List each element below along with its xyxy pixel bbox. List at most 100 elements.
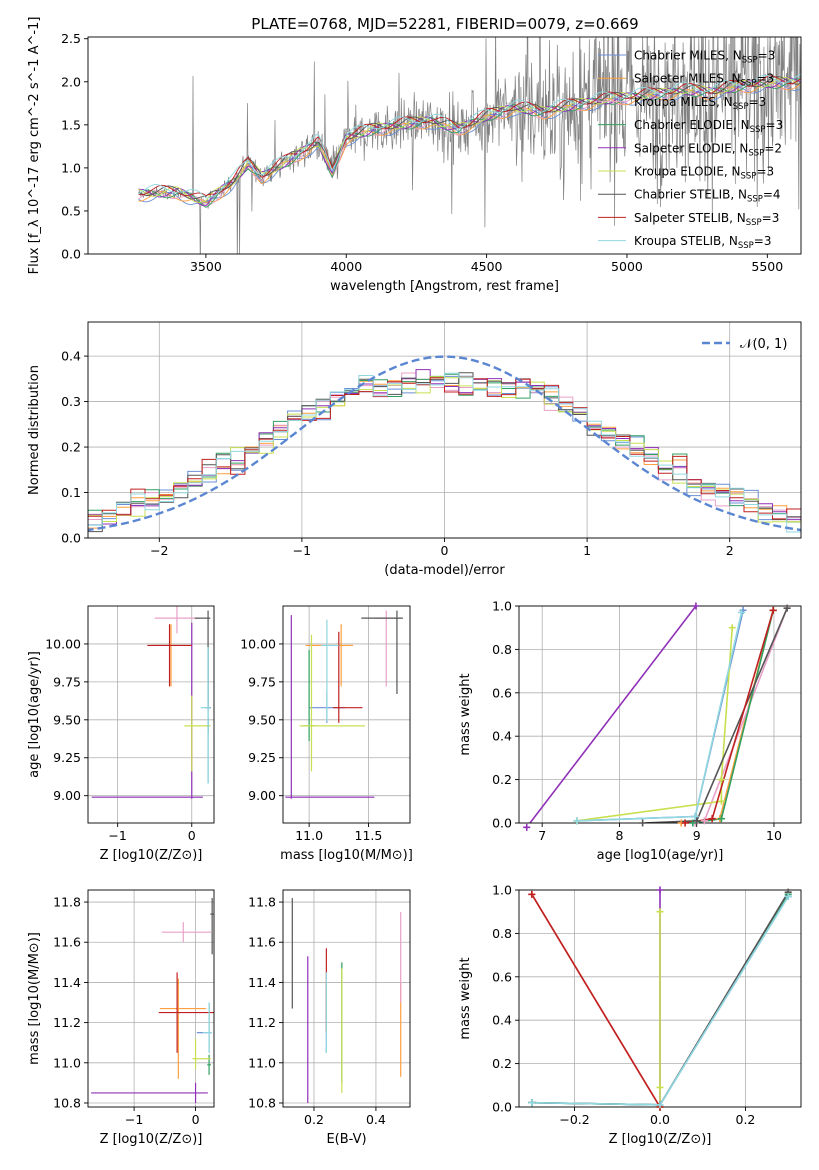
legend-count: =3 <box>754 234 772 248</box>
weight-marker <box>728 624 736 632</box>
model-spectrum-1 <box>138 81 801 203</box>
plot-area <box>91 606 212 799</box>
plot-area <box>291 898 402 1103</box>
plot-area <box>285 610 403 799</box>
plot-area <box>528 606 788 823</box>
chart-spectrum: 3500 4000 4500 5000 5500 0.0 0.5 1.0 1.5 2.0 2.5 wa… <box>27 17 802 294</box>
x-tick-label: 1 <box>583 543 591 558</box>
x-tick-label: 0 <box>192 1112 200 1127</box>
errorbar-point <box>152 624 190 687</box>
y-axis-label: Flux [f_λ 10^-17 erg cm^-2 s^-1 A^-1] <box>27 17 42 275</box>
y-tick-label: 0.4 <box>492 1013 512 1028</box>
y-tick-label: 1.0 <box>61 160 81 175</box>
y-axis-label: mass weight <box>458 673 473 755</box>
legend-entry: Chabrier ELODIE, NSSP=3 <box>634 118 783 135</box>
weight-marker <box>769 606 777 614</box>
axes-frame <box>282 605 411 824</box>
x-tick-label: 0.4 <box>366 1112 386 1127</box>
errorbar-point <box>200 646 211 784</box>
x-tick-label: −1 <box>108 828 126 843</box>
model-spectrum-7 <box>138 75 801 196</box>
y-tick-label: 0.0 <box>492 1100 512 1115</box>
weight-marker <box>783 604 791 612</box>
legend-count: =3 <box>749 95 767 109</box>
chart-mass-weight-vs-age: 7 8 9 10 0.0 0.2 0.4 0.6 0.8 1.0 age [log10(age/yr… <box>458 599 802 863</box>
legend-subscript: SSP <box>746 218 762 228</box>
legend-entry: Kroupa STELIB, NSSP=3 <box>634 234 772 251</box>
y-tick-label: 1.5 <box>61 117 81 132</box>
weight-marker <box>639 819 647 827</box>
chart-residuals: −2 −1 0 1 2 0.0 0.1 0.2 0.3 0.4 (data-model)/error… <box>27 321 802 578</box>
chart-age-vs-mass: 11.0 11.5 9.00 9.25 9.50 9.75 10.00 mass [log10… <box>240 605 413 863</box>
x-tick-label: 4500 <box>471 259 503 274</box>
errorbar-point <box>147 624 192 687</box>
x-tick-label: 7 <box>538 828 546 843</box>
errorbar-point <box>154 606 200 634</box>
y-tick-label: 0.0 <box>492 816 512 831</box>
y-tick-label: 0.3 <box>61 394 81 409</box>
x-axis-label: Z [log10(Z/Z⊙)] <box>100 1132 203 1147</box>
errorbar-point <box>305 624 354 687</box>
legend-subscript: SSP <box>742 56 758 66</box>
plot-area <box>531 890 789 1107</box>
errorbar-point <box>374 610 399 687</box>
x-axis-label: mass [log10(M/M⊙)] <box>280 848 413 863</box>
x-tick-label: 5500 <box>751 259 783 274</box>
y-tick-label: 9.00 <box>53 788 81 803</box>
x-axis-label: Z [log10(Z/Z⊙)] <box>609 1132 712 1147</box>
weight-line-7 <box>531 893 661 1107</box>
axes-frame <box>87 889 215 1108</box>
x-tick-label: 0 <box>441 543 449 558</box>
errorbar-point <box>184 695 211 772</box>
y-tick-label: 1.0 <box>492 599 512 614</box>
x-tick-label: 0 <box>188 828 196 843</box>
figure-title: PLATE=0768, MJD=52281, FIBERID=0079, z=0… <box>251 15 638 33</box>
weight-marker <box>738 609 746 617</box>
y-axis-label: age [log10(age/yr)] <box>27 651 42 778</box>
y-tick-label: 11.8 <box>53 895 81 910</box>
histogram-8 <box>88 372 801 533</box>
errorbar-point <box>299 634 365 772</box>
errorbar-point <box>192 1038 211 1069</box>
plot-area <box>91 898 214 1103</box>
y-tick-label: 11.4 <box>53 975 81 990</box>
errorbar-point <box>285 615 375 799</box>
y-tick-label: 10.00 <box>45 636 81 651</box>
legend-count: =4 <box>763 188 781 202</box>
y-tick-label: 0.8 <box>492 642 512 657</box>
x-tick-label: 5000 <box>611 259 643 274</box>
legend-count: =3 <box>756 72 774 86</box>
legend-count: =3 <box>756 165 774 179</box>
weight-marker <box>656 908 664 916</box>
weight-marker <box>656 1101 664 1109</box>
y-tick-label: 10.8 <box>248 1095 276 1110</box>
errorbar-point <box>210 898 214 955</box>
legend-subscript: SSP <box>750 125 766 135</box>
y-axis-label: mass [log10(M/M⊙)] <box>27 932 42 1065</box>
y-tick-label: 0.8 <box>492 926 512 941</box>
x-tick-label: 11.5 <box>355 828 383 843</box>
x-tick-label: 3500 <box>190 259 222 274</box>
x-tick-label: 11.0 <box>295 828 323 843</box>
x-tick-label: 0.2 <box>304 1112 324 1127</box>
weight-marker <box>717 776 725 784</box>
y-axis-label: mass weight <box>458 957 473 1039</box>
legend-subscript: SSP <box>741 79 757 89</box>
x-axis-label: (data-model)/error <box>384 563 505 578</box>
legend-subscript: SSP <box>738 241 754 251</box>
y-tick-label: 9.50 <box>248 712 276 727</box>
model-spectrum-8 <box>138 73 801 199</box>
x-tick-label: 9 <box>693 828 701 843</box>
errorbar-point <box>159 978 207 1079</box>
legend-count: =3 <box>766 118 784 132</box>
y-tick-label: 0.0 <box>61 247 81 262</box>
y-tick-label: 10.00 <box>240 636 276 651</box>
x-tick-label: 2 <box>726 543 734 558</box>
weight-marker <box>700 817 708 825</box>
x-axis-label: E(B-V) <box>326 1132 366 1147</box>
weight-marker <box>717 815 725 823</box>
legend-count: =3 <box>762 211 780 225</box>
weight-line-4 <box>528 606 697 823</box>
weight-line-7 <box>684 610 774 823</box>
